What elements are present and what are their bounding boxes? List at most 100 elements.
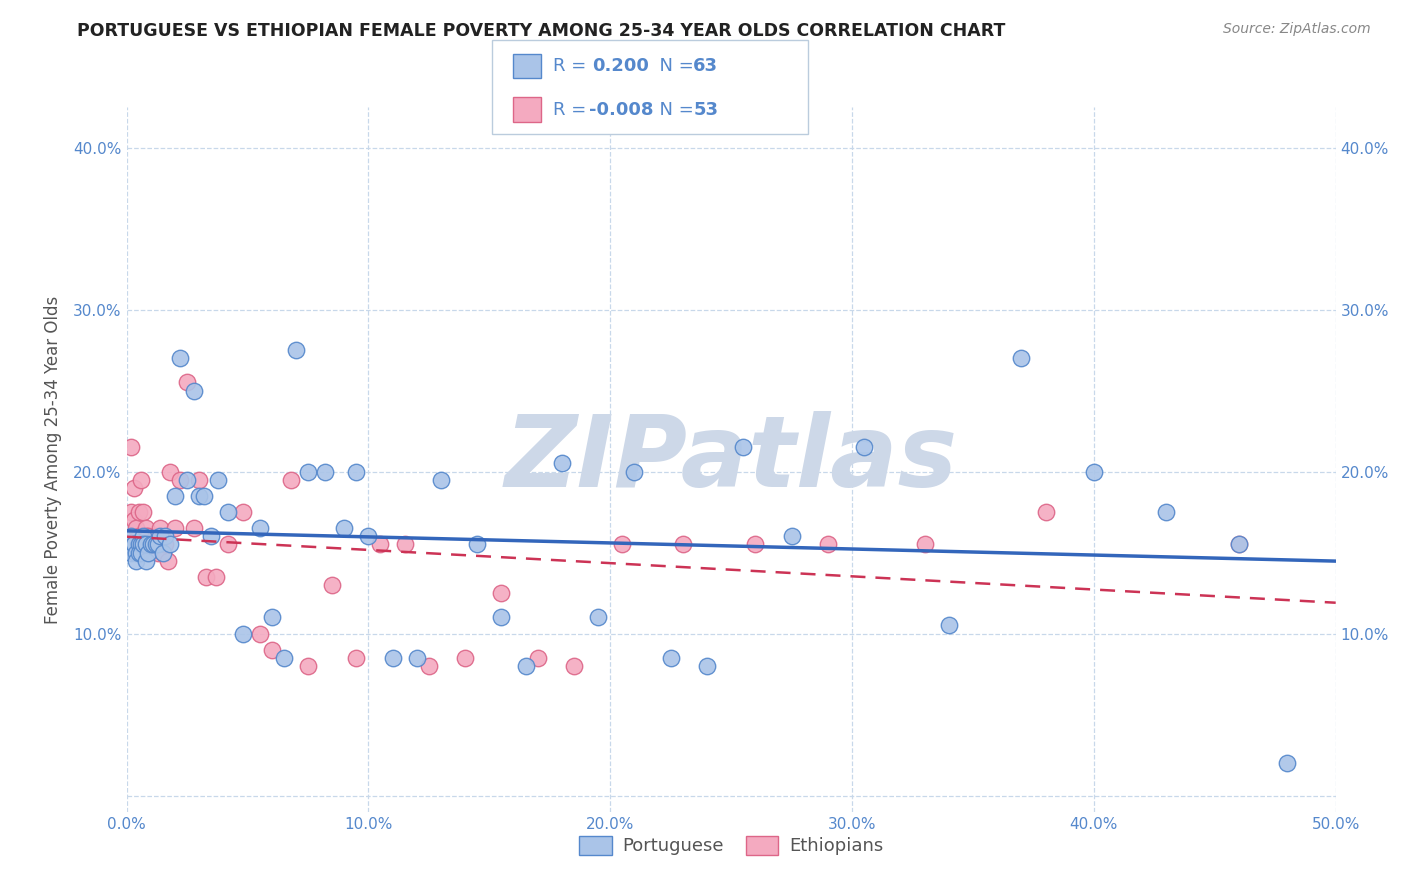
Point xyxy=(159,465,181,479)
Point xyxy=(120,545,142,559)
Point xyxy=(200,529,222,543)
Point xyxy=(125,554,148,568)
Text: 53: 53 xyxy=(693,101,718,119)
Point xyxy=(156,554,179,568)
Point xyxy=(176,473,198,487)
Point xyxy=(145,537,167,551)
Point xyxy=(454,650,477,665)
Point xyxy=(135,554,157,568)
Point xyxy=(129,537,152,551)
Point xyxy=(314,465,336,479)
Point xyxy=(142,537,165,551)
Point xyxy=(321,578,343,592)
Point xyxy=(128,545,150,559)
Point xyxy=(938,618,960,632)
Point xyxy=(405,650,427,665)
Point xyxy=(586,610,609,624)
Point xyxy=(155,537,177,551)
Point xyxy=(169,351,191,365)
Point xyxy=(284,343,307,357)
Point xyxy=(612,537,634,551)
Point xyxy=(122,537,145,551)
Point xyxy=(152,545,174,559)
Point xyxy=(132,529,155,543)
Point xyxy=(163,521,186,535)
Point xyxy=(381,650,404,665)
Point xyxy=(155,529,177,543)
Point xyxy=(260,642,283,657)
Point xyxy=(142,537,165,551)
Point xyxy=(188,473,211,487)
Point xyxy=(132,529,155,543)
Point xyxy=(146,537,169,551)
Point xyxy=(418,659,440,673)
Point xyxy=(217,505,239,519)
Point xyxy=(118,537,141,551)
Text: R =: R = xyxy=(553,57,598,75)
Point xyxy=(672,537,695,551)
Point xyxy=(139,537,162,551)
Point xyxy=(135,537,157,551)
Point xyxy=(232,505,254,519)
Point xyxy=(491,610,513,624)
Point xyxy=(232,626,254,640)
Point xyxy=(163,489,186,503)
Point xyxy=(207,473,229,487)
Point xyxy=(139,537,162,551)
Point xyxy=(696,659,718,673)
Point xyxy=(135,521,157,535)
Point xyxy=(132,537,155,551)
Point xyxy=(344,650,367,665)
Point xyxy=(145,529,167,543)
Point xyxy=(146,545,169,559)
Point xyxy=(188,489,211,503)
Point xyxy=(152,545,174,559)
Point xyxy=(1156,505,1178,519)
Point xyxy=(273,650,295,665)
Point xyxy=(562,659,585,673)
Text: Source: ZipAtlas.com: Source: ZipAtlas.com xyxy=(1223,22,1371,37)
Point xyxy=(193,489,215,503)
Y-axis label: Female Poverty Among 25-34 Year Olds: Female Poverty Among 25-34 Year Olds xyxy=(44,295,62,624)
Text: N =: N = xyxy=(648,57,700,75)
Point xyxy=(1277,756,1299,771)
Point xyxy=(357,529,380,543)
Point xyxy=(129,537,152,551)
Point xyxy=(159,537,181,551)
Point xyxy=(333,521,356,535)
Point xyxy=(623,465,645,479)
Point xyxy=(1010,351,1032,365)
Legend: Portuguese, Ethiopians: Portuguese, Ethiopians xyxy=(572,829,890,863)
Point xyxy=(132,505,155,519)
Point xyxy=(136,545,159,559)
Point xyxy=(1227,537,1250,551)
Point xyxy=(205,570,228,584)
Point xyxy=(125,521,148,535)
Point xyxy=(120,440,142,454)
Point xyxy=(217,537,239,551)
Point xyxy=(169,473,191,487)
Point xyxy=(280,473,302,487)
Point xyxy=(1035,505,1057,519)
Point xyxy=(128,537,150,551)
Point xyxy=(297,465,319,479)
Point xyxy=(128,529,150,543)
Point xyxy=(1227,537,1250,551)
Point xyxy=(149,521,172,535)
Point xyxy=(249,626,271,640)
Point xyxy=(491,586,513,600)
Point xyxy=(370,537,392,551)
Point xyxy=(914,537,936,551)
Text: -0.008: -0.008 xyxy=(589,101,654,119)
Point xyxy=(526,650,548,665)
Point xyxy=(118,537,141,551)
Text: R =: R = xyxy=(553,101,592,119)
Point xyxy=(176,376,198,390)
Point xyxy=(344,465,367,479)
Point xyxy=(733,440,755,454)
Point xyxy=(183,384,205,398)
Text: 0.200: 0.200 xyxy=(592,57,648,75)
Point xyxy=(260,610,283,624)
Point xyxy=(122,481,145,495)
Point xyxy=(744,537,766,551)
